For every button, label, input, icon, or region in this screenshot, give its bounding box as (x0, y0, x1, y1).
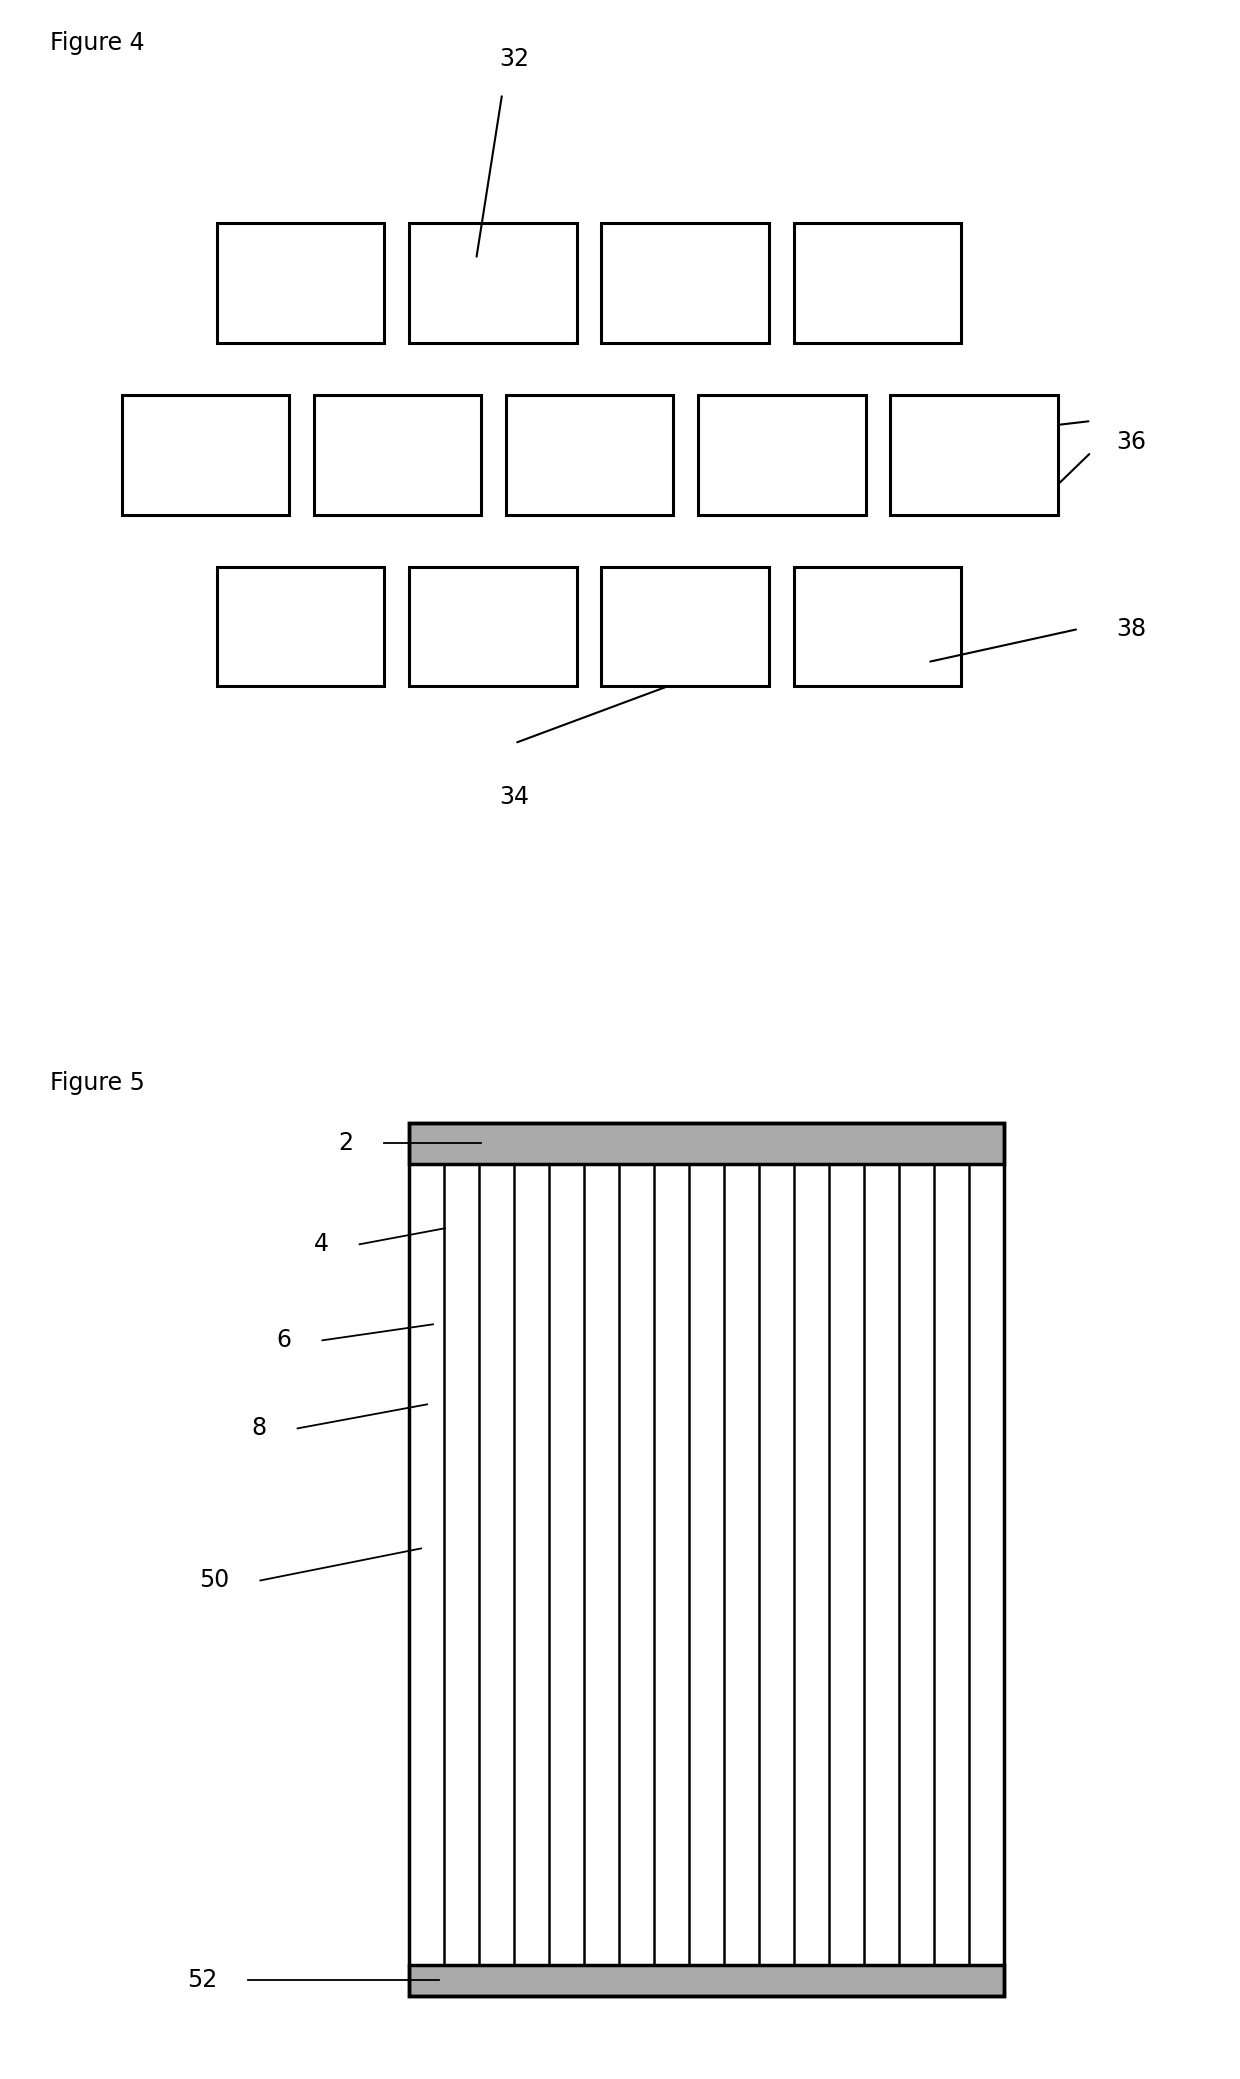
Bar (794, 222, 961, 343)
Bar (409, 222, 577, 343)
Text: Figure 4: Figure 4 (50, 31, 144, 56)
Text: 2: 2 (339, 1131, 353, 1156)
Bar (409, 1965, 1004, 1996)
Bar (601, 222, 769, 343)
Text: 34: 34 (500, 784, 529, 809)
Bar (601, 565, 769, 686)
Text: 32: 32 (500, 48, 529, 71)
Bar (409, 1123, 1004, 1164)
Bar (122, 395, 289, 514)
Text: 6: 6 (277, 1328, 291, 1351)
Bar (506, 395, 673, 514)
Text: 38: 38 (1116, 617, 1146, 640)
Bar (409, 565, 577, 686)
Bar (890, 395, 1058, 514)
Text: 8: 8 (252, 1416, 267, 1441)
Text: 52: 52 (187, 1969, 217, 1992)
Text: Figure 5: Figure 5 (50, 1071, 145, 1096)
Text: 36: 36 (1116, 430, 1146, 453)
Bar (217, 565, 384, 686)
Text: 4: 4 (314, 1233, 329, 1256)
Bar (409, 1123, 1004, 1996)
Bar (314, 395, 481, 514)
Bar (217, 222, 384, 343)
Text: 50: 50 (200, 1568, 229, 1593)
Bar (794, 565, 961, 686)
Bar (698, 395, 866, 514)
